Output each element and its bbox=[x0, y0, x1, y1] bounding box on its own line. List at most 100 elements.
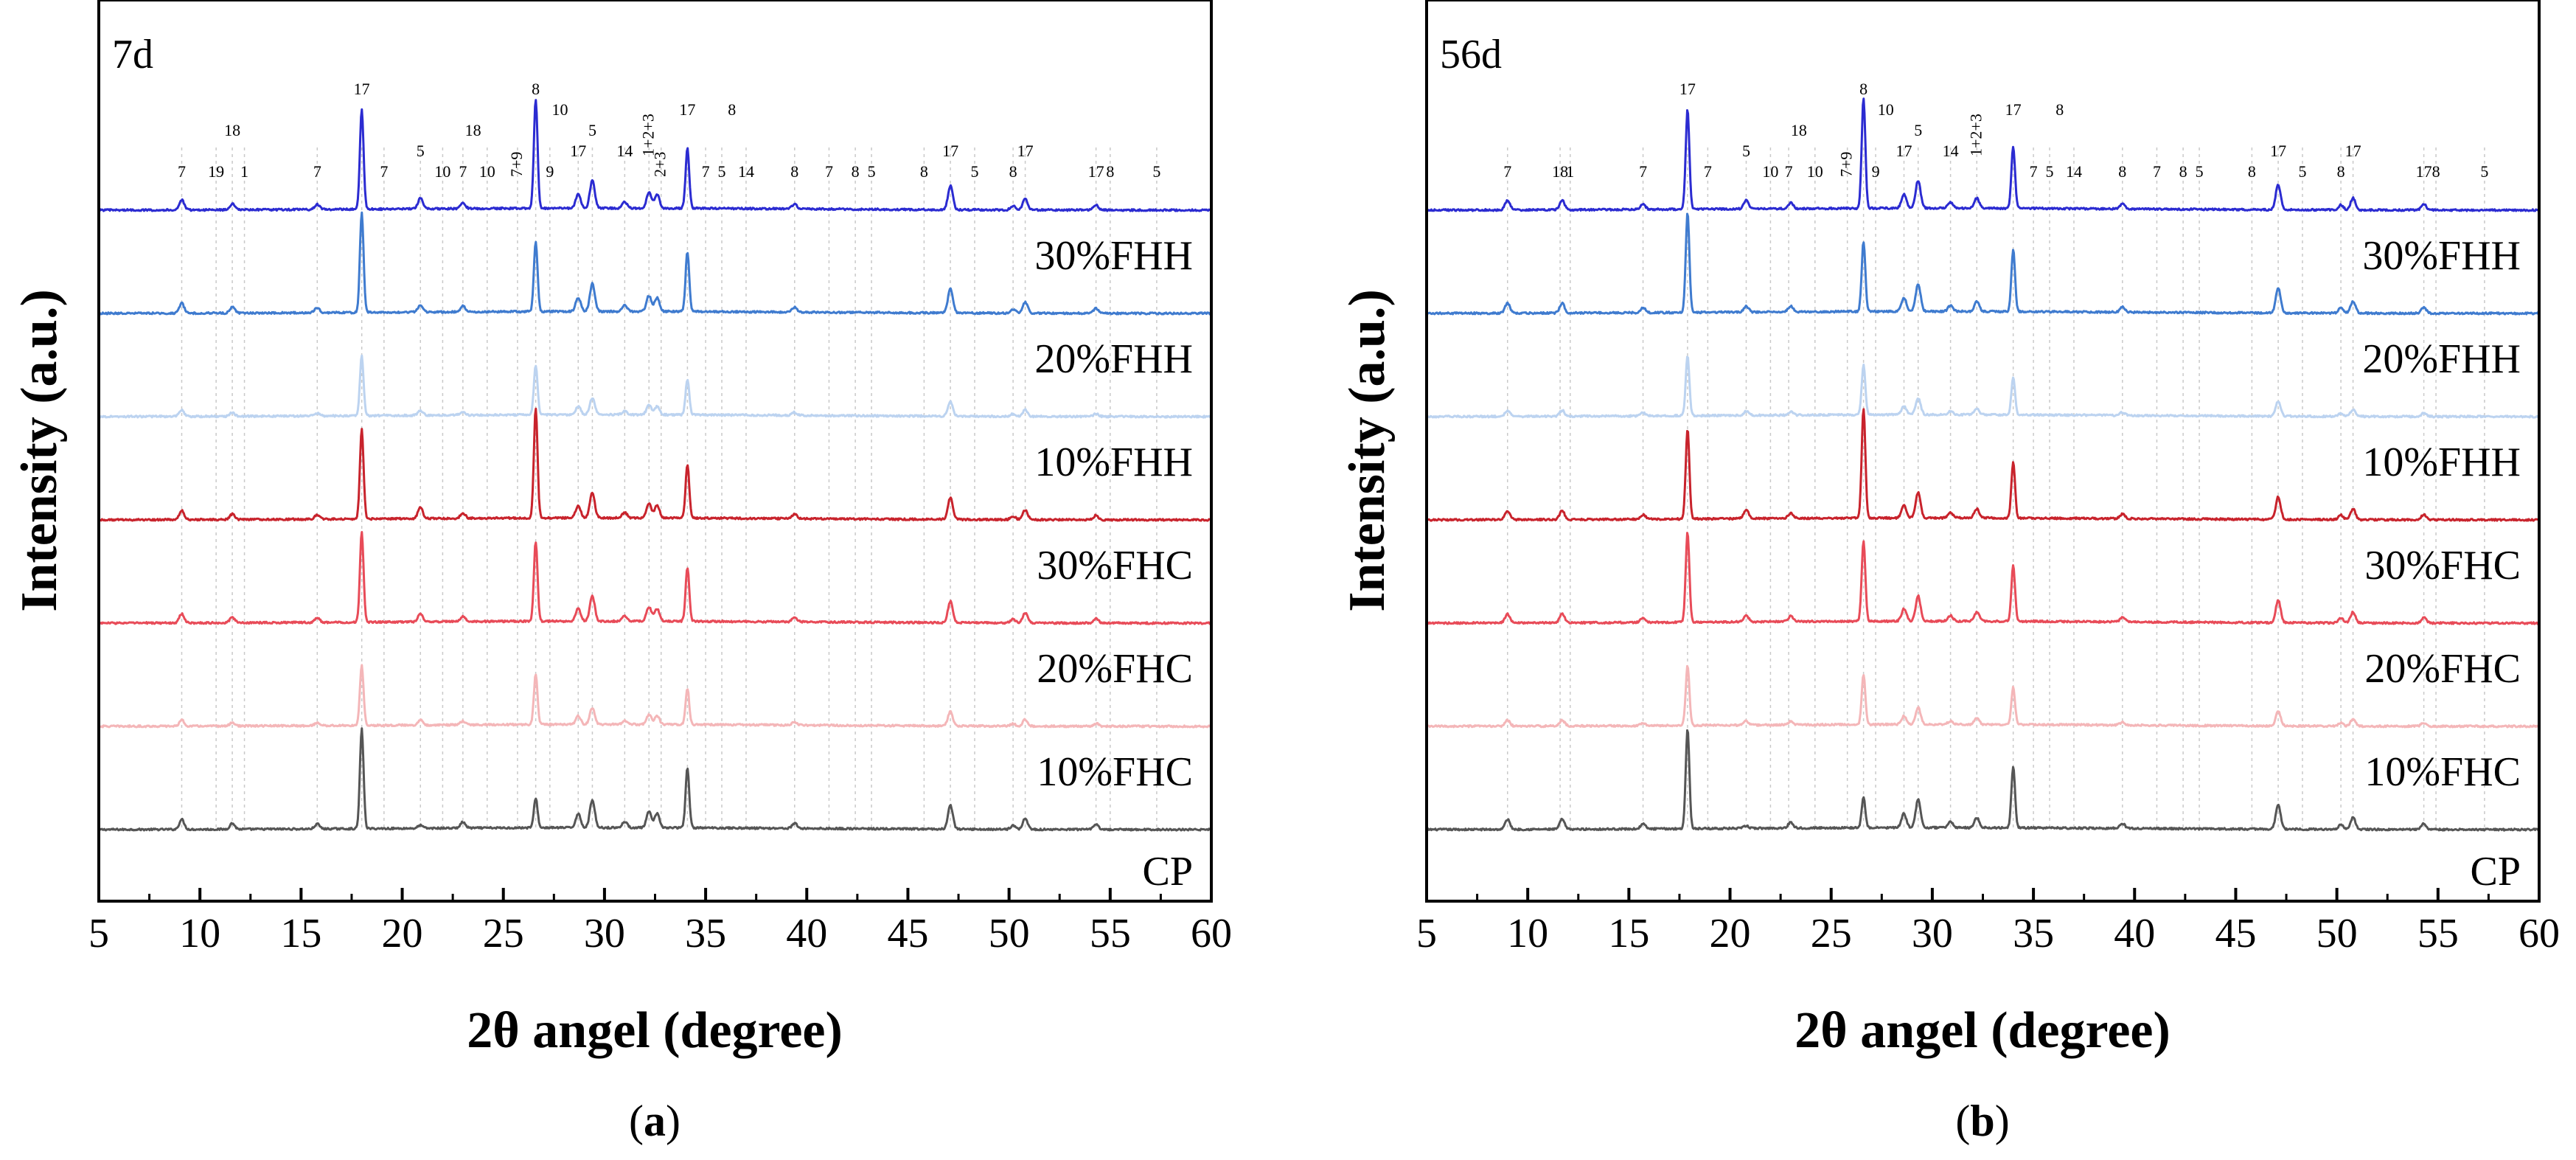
panel-b-x-axis-title: 2θ angel (degree) bbox=[1795, 1002, 2171, 1059]
peak-label: 8 bbox=[1859, 80, 1867, 98]
peak-label: 8 bbox=[2118, 162, 2126, 181]
peak-label: 7+9 bbox=[1837, 152, 1856, 177]
peak-label: 8 bbox=[2337, 162, 2345, 181]
peak-label: 9 bbox=[1872, 162, 1880, 181]
trace-20pct-fhc bbox=[98, 531, 1213, 625]
series-label: CP bbox=[2471, 849, 2521, 895]
peak-label: 1 bbox=[1566, 162, 1574, 181]
x-tick-label: 30 bbox=[584, 911, 625, 956]
peak-label: 8 bbox=[790, 162, 798, 181]
peak-label: 7 bbox=[702, 162, 710, 181]
peak-label: 7 bbox=[313, 162, 321, 181]
panel-a-x-ticks: 5 10 15 20 25 30 35 40 45 50 55 60 bbox=[88, 888, 1232, 956]
peak-label: 18 bbox=[1552, 162, 1568, 181]
trace-30pct-fhh bbox=[97, 99, 1212, 212]
peak-label: 7 bbox=[1503, 162, 1511, 181]
x-tick-label: 10 bbox=[179, 911, 220, 956]
x-tick-label: 20 bbox=[382, 911, 423, 956]
trace-10pct-fhc bbox=[97, 664, 1212, 729]
series-label: 30%FHH bbox=[2362, 233, 2521, 279]
x-tick-label: 60 bbox=[1191, 911, 1232, 956]
panel-a-age-label: 7d bbox=[112, 32, 153, 77]
peak-label: 8 bbox=[2055, 100, 2064, 119]
peak-label: 5 bbox=[588, 121, 596, 139]
peak-label: 5 bbox=[868, 162, 876, 181]
peak-label: 14 bbox=[1943, 142, 1959, 160]
peak-label: 10 bbox=[479, 162, 495, 181]
panel-b-age-label: 56d bbox=[1440, 32, 1502, 77]
x-tick-label: 40 bbox=[2114, 911, 2155, 956]
peak-label: 5 bbox=[417, 142, 425, 160]
peak-label: 14 bbox=[2066, 162, 2082, 181]
peak-label: 8 bbox=[852, 162, 860, 181]
peak-label: 17 bbox=[1896, 142, 1912, 160]
x-tick-label: 25 bbox=[483, 911, 524, 956]
series-label: 30%FHH bbox=[1034, 233, 1193, 279]
peak-label: 7 bbox=[459, 162, 467, 181]
peak-label: 18 bbox=[224, 121, 240, 139]
peak-label: 7 bbox=[380, 162, 388, 181]
peak-label: 17 bbox=[2345, 142, 2361, 160]
trace-10pct-fhh bbox=[1426, 355, 2540, 419]
peak-label: 5 bbox=[2298, 162, 2306, 181]
series-label: 20%FHH bbox=[1034, 336, 1193, 382]
x-tick-label: 5 bbox=[88, 911, 109, 956]
peak-label: 17 bbox=[942, 142, 958, 160]
trace-10pct-fhh bbox=[98, 354, 1213, 419]
peak-label: 1 bbox=[240, 162, 248, 181]
trace-10pct-fhc bbox=[1426, 664, 2540, 729]
peak-label: 2+3 bbox=[651, 152, 669, 177]
panel-b-series-labels: CP 10%FHC 20%FHC 30%FHC 10%FHH 20%FHH 30%FHH bbox=[2362, 233, 2521, 895]
panel-a-series-labels: CP 10%FHC 20%FHC 30%FHC 10%FHH 20%FHH 30%FHH bbox=[1034, 233, 1193, 895]
peak-label: 5 bbox=[1152, 162, 1160, 181]
peak-label: 7 bbox=[1639, 162, 1647, 181]
peak-label: 10 bbox=[552, 100, 568, 119]
peak-label: 9 bbox=[546, 162, 554, 181]
panel-b-caption: (b) bbox=[1955, 1097, 2009, 1145]
panel-b-caption-letter: b bbox=[1970, 1097, 1994, 1145]
peak-label: 8 bbox=[2179, 162, 2187, 181]
peak-label: 8 bbox=[728, 100, 736, 119]
peak-label: 7 bbox=[825, 162, 833, 181]
x-tick-label: 20 bbox=[1710, 911, 1751, 956]
trace-cp bbox=[98, 727, 1212, 832]
peak-label: 18 bbox=[465, 121, 481, 139]
peak-label: 8 bbox=[2248, 162, 2256, 181]
x-tick-label: 15 bbox=[280, 911, 321, 956]
peak-label: 5 bbox=[1742, 142, 1750, 160]
peak-label: 7 bbox=[1704, 162, 1712, 181]
x-tick-label: 15 bbox=[1608, 911, 1649, 956]
panel-a-x-axis-title: 2θ angel (degree) bbox=[467, 1002, 843, 1059]
x-tick-label: 55 bbox=[1090, 911, 1131, 956]
x-tick-label: 40 bbox=[786, 911, 827, 956]
peak-label: 5 bbox=[2196, 162, 2204, 181]
peak-label: 5 bbox=[2046, 162, 2054, 181]
peak-label: 7 bbox=[2030, 162, 2038, 181]
panel-a-y-axis-title: Intensity (a.u.) bbox=[11, 289, 68, 612]
series-label: 30%FHC bbox=[1037, 543, 1193, 588]
peak-label: 5 bbox=[970, 162, 978, 181]
peak-label: 1+2+3 bbox=[1966, 114, 1985, 156]
peak-label: 7 bbox=[1785, 162, 1793, 181]
panel-a-caption: (a) bbox=[629, 1097, 680, 1145]
trace-30pct-fhc bbox=[1426, 408, 2540, 522]
x-tick-label: 10 bbox=[1507, 911, 1548, 956]
peak-label: 17 bbox=[1017, 142, 1034, 160]
panel-b-traces bbox=[1425, 97, 2541, 832]
peak-label: 18 bbox=[1791, 121, 1807, 139]
series-label: 20%FHH bbox=[2362, 336, 2521, 382]
trace-30pct-fhc bbox=[98, 407, 1212, 522]
x-tick-label: 35 bbox=[2013, 911, 2054, 956]
x-tick-label: 25 bbox=[1811, 911, 1852, 956]
panel-a-gridlines bbox=[181, 147, 1158, 830]
peak-label: 14 bbox=[616, 142, 633, 160]
panel-a-traces bbox=[97, 99, 1213, 832]
x-tick-label: 35 bbox=[685, 911, 726, 956]
series-label: CP bbox=[1143, 849, 1194, 895]
peak-label: 17 bbox=[1679, 80, 1696, 98]
peak-label: 8 bbox=[1009, 162, 1017, 181]
